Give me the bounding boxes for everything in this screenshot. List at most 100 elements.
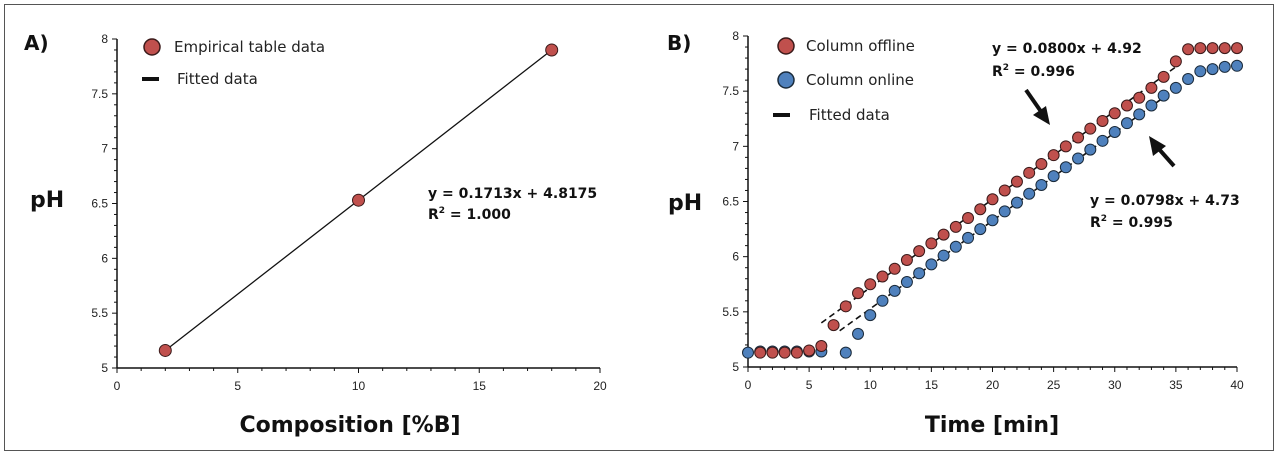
- data-point-column-online: [925, 258, 938, 271]
- data-point-column-offline: [949, 220, 962, 233]
- data-point-column-offline: [766, 346, 779, 359]
- data-point-column-online: [1169, 81, 1182, 94]
- y-tick-label: 7: [732, 139, 739, 153]
- data-point-column-offline: [900, 253, 913, 266]
- data-point-column-online: [949, 240, 962, 253]
- y-tick-label: 6: [101, 251, 108, 265]
- figure-frame: [4, 4, 1274, 451]
- data-point-column-offline: [1145, 81, 1158, 94]
- legend-label-fitted-b: Fitted data: [809, 106, 890, 124]
- offline-equation: y = 0.0800x + 4.92: [992, 41, 1142, 57]
- data-point-column-online: [852, 327, 865, 340]
- data-point-column-offline: [1120, 99, 1133, 112]
- data-point-column-offline: [864, 278, 877, 291]
- data-point-column-offline: [1218, 42, 1231, 55]
- arrow-offline-icon: [1024, 88, 1050, 125]
- data-point-column-online: [742, 346, 754, 359]
- data-point-column-offline: [1084, 122, 1097, 135]
- data-point-column-offline: [1231, 42, 1243, 55]
- data-point-column-offline: [888, 262, 901, 275]
- data-point-column-offline: [803, 344, 816, 357]
- data-point-empirical-table-data: [158, 343, 172, 357]
- data-point-column-online: [986, 214, 999, 227]
- data-point-column-offline: [1157, 70, 1170, 83]
- data-point-column-online: [1231, 59, 1243, 72]
- y-tick-label: 5: [732, 360, 739, 374]
- x-tick-label: 20: [986, 378, 1000, 392]
- data-point-column-online: [974, 223, 987, 236]
- data-point-column-online: [1084, 143, 1097, 156]
- legend-marker-fitted: [142, 77, 159, 81]
- offline-r2: R2 = 0.996: [992, 63, 1075, 80]
- x-tick-label: 10: [352, 379, 366, 393]
- y-tick-label: 7.5: [91, 87, 108, 101]
- data-point-column-online: [1120, 117, 1133, 130]
- data-point-column-offline: [1072, 131, 1085, 144]
- data-point-column-online: [864, 309, 877, 322]
- data-point-column-online: [1133, 108, 1146, 121]
- x-tick-label: 5: [806, 378, 813, 392]
- arrow-online-icon: [1149, 136, 1176, 168]
- data-point-column-offline: [876, 270, 889, 283]
- x-tick-label: 35: [1169, 378, 1183, 392]
- legend-label-online: Column online: [806, 71, 914, 89]
- data-point-column-offline: [1182, 43, 1195, 56]
- panel-a-label: A): [24, 31, 49, 55]
- legend-label-empirical: Empirical table data: [174, 38, 325, 56]
- legend-label-offline: Column offline: [806, 37, 915, 55]
- data-point-column-online: [913, 267, 926, 280]
- y-tick-label: 8: [732, 29, 739, 43]
- x-tick-label: 10: [864, 378, 878, 392]
- data-point-column-offline: [827, 319, 840, 332]
- y-tick-label: 5: [101, 361, 108, 375]
- data-point-column-online: [1194, 65, 1207, 78]
- panel-b: B) pH Time [min] Column offline Column o…: [667, 29, 1244, 438]
- data-point-column-offline: [962, 212, 975, 225]
- data-point-column-online: [937, 249, 950, 262]
- x-tick-label: 40: [1230, 378, 1244, 392]
- data-point-column-offline: [974, 203, 987, 216]
- data-point-column-offline: [790, 346, 803, 359]
- data-point-empirical-table-data: [352, 193, 365, 207]
- data-point-column-offline: [839, 300, 852, 313]
- data-point-column-online: [998, 205, 1011, 218]
- data-point-column-online: [1035, 178, 1048, 191]
- data-point-column-offline: [1059, 140, 1072, 153]
- y-tick-label: 6.5: [722, 195, 739, 209]
- panel-a-equation: y = 0.1713x + 4.8175: [428, 186, 597, 202]
- data-point-column-online: [1206, 63, 1219, 76]
- data-point-column-online: [1047, 170, 1060, 183]
- online-r2: R2 = 0.995: [1090, 214, 1173, 231]
- online-equation: y = 0.0798x + 4.73: [1090, 193, 1240, 209]
- legend-marker-offline: [777, 37, 795, 55]
- y-tick-label: 5.5: [722, 305, 739, 319]
- data-point-column-online: [1145, 99, 1158, 112]
- y-tick-label: 7: [101, 142, 108, 156]
- data-point-column-online: [839, 346, 852, 359]
- data-point-column-online: [888, 284, 901, 297]
- data-point-column-online: [1023, 187, 1036, 200]
- data-point-column-offline: [1206, 42, 1219, 55]
- panel-a-xlabel: Composition [%B]: [239, 413, 460, 438]
- x-tick-label: 20: [593, 379, 607, 393]
- data-point-column-offline: [998, 184, 1011, 197]
- data-point-column-offline: [1023, 166, 1036, 179]
- data-point-column-offline: [925, 237, 938, 250]
- data-point-column-offline: [1096, 114, 1109, 127]
- panel-b-ylabel: pH: [668, 191, 702, 216]
- x-tick-label: 0: [745, 378, 752, 392]
- x-tick-label: 15: [473, 379, 487, 393]
- legend-marker-empirical: [143, 38, 161, 56]
- y-tick-label: 5.5: [91, 306, 108, 320]
- legend-marker-fitted-b: [773, 113, 790, 117]
- data-point-column-online: [876, 294, 889, 307]
- panel-a: A) pH Composition [%B] Empirical table d…: [24, 31, 607, 438]
- legend-marker-online: [777, 71, 795, 89]
- data-point-column-online: [962, 231, 975, 244]
- data-point-column-offline: [937, 228, 950, 241]
- panel-b-xlabel: Time [min]: [925, 413, 1059, 438]
- data-point-column-offline: [1010, 175, 1023, 188]
- x-tick-label: 30: [1108, 378, 1122, 392]
- data-point-column-online: [1072, 152, 1085, 165]
